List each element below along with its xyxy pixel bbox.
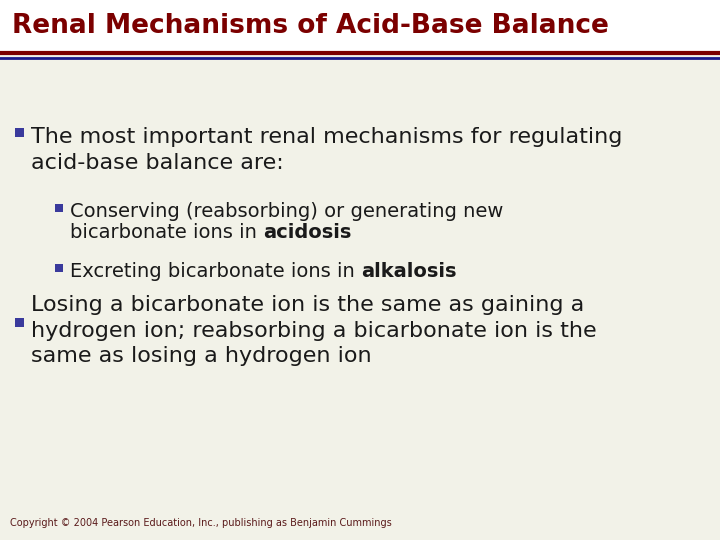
Text: Renal Mechanisms of Acid-Base Balance: Renal Mechanisms of Acid-Base Balance [12,13,609,39]
Text: Excreting bicarbonate ions in: Excreting bicarbonate ions in [70,262,361,281]
Text: Copyright © 2004 Pearson Education, Inc., publishing as Benjamin Cummings: Copyright © 2004 Pearson Education, Inc.… [10,518,392,528]
Text: alkalosis: alkalosis [361,262,456,281]
Text: The most important renal mechanisms for regulating
acid-base balance are:: The most important renal mechanisms for … [31,127,622,173]
Bar [15,128,24,137]
Bar [55,264,63,272]
Text: Conserving (reabsorbing) or generating new: Conserving (reabsorbing) or generating n… [70,202,503,221]
Bar [0,0,720,53]
Bar [0,58,720,540]
Text: Losing a bicarbonate ion is the same as gaining a
hydrogen ion; reabsorbing a bi: Losing a bicarbonate ion is the same as … [31,295,597,366]
Text: bicarbonate ions in: bicarbonate ions in [70,223,263,242]
Bar [55,204,63,212]
Bar [15,318,24,327]
Text: acidosis: acidosis [263,223,351,242]
